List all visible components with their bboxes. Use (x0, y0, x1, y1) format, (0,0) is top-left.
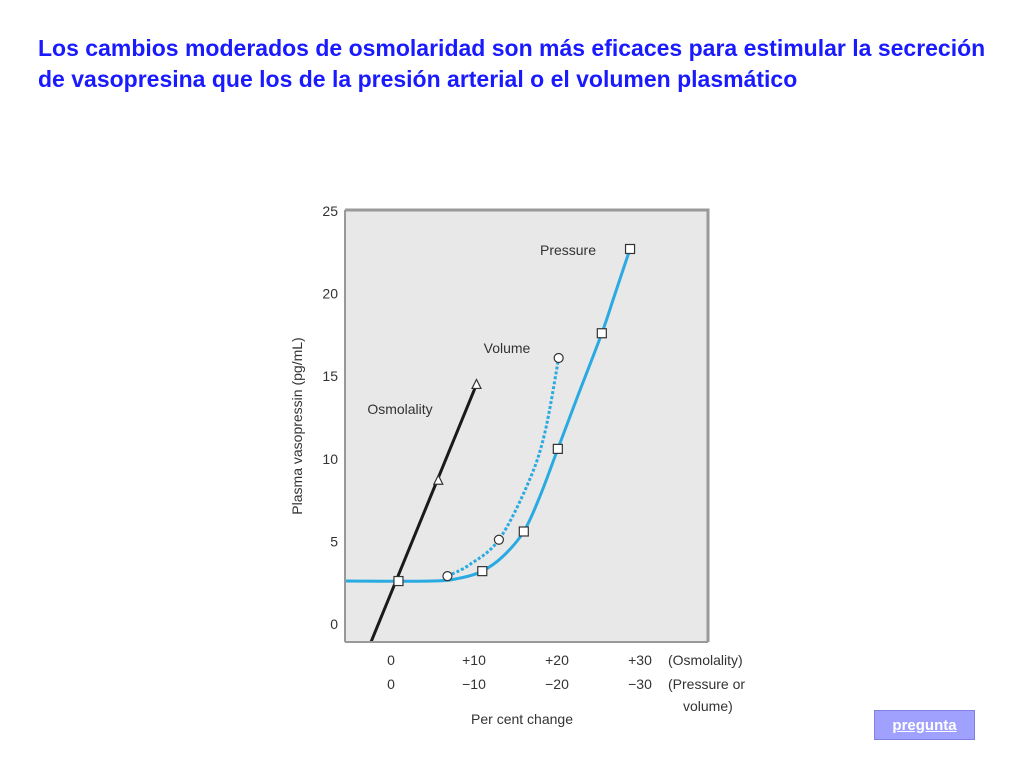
plot-area (345, 210, 708, 642)
point-pressure (393, 575, 404, 587)
y-axis-label: Plasma vasopressin (pg/mL) (289, 337, 305, 514)
x-tick-label: −30 (628, 676, 652, 692)
series-line-osmolality (369, 383, 478, 642)
plot-frame (345, 208, 710, 642)
point-pressure (477, 566, 488, 577)
x-tick-label: 0 (387, 676, 395, 692)
y-tick-label: 0 (330, 616, 338, 632)
point-volume (442, 570, 453, 582)
x-axis-label: Per cent change (471, 711, 573, 727)
x-tick-label: +10 (462, 652, 486, 668)
x-tick-labels: 0 +10 +20 +30 (Osmolality) 0 −10 −20 −30 (Pressur… (387, 652, 745, 714)
y-tick-label: 25 (322, 203, 338, 219)
label-pressure: Pressure (540, 242, 596, 258)
x-tick-suffix: (Pressure or (668, 676, 745, 692)
point-pressure (624, 243, 636, 255)
label-osmolality: Osmolality (367, 401, 432, 417)
y-tick-label: 5 (330, 533, 338, 549)
y-tick-label: 10 (322, 451, 338, 467)
point-pressure (596, 328, 607, 339)
series-line-volume (446, 357, 561, 578)
x-tick-label: −20 (545, 676, 569, 692)
point-pressure (518, 526, 529, 537)
point-volume (493, 534, 504, 545)
label-volume: Volume (484, 340, 531, 356)
point-osmolality (471, 378, 482, 390)
y-tick-labels: 0 5 10 15 20 25 (322, 203, 338, 632)
point-pressure (552, 443, 563, 454)
x-tick-label: −10 (462, 676, 486, 692)
y-tick-label: 20 (322, 286, 338, 302)
point-volume (553, 352, 564, 364)
point-osmolality (432, 473, 444, 485)
x-tick-suffix: volume) (683, 698, 733, 714)
x-tick-label: 0 (387, 652, 395, 668)
slide-title: Los cambios moderados de osmolaridad son… (38, 35, 986, 92)
x-tick-suffix: (Osmolality) (668, 652, 743, 668)
x-tick-label: +20 (545, 652, 569, 668)
pregunta-link-button[interactable]: pregunta (874, 710, 975, 740)
x-tick-label: +30 (628, 652, 652, 668)
y-tick-label: 15 (322, 368, 338, 384)
